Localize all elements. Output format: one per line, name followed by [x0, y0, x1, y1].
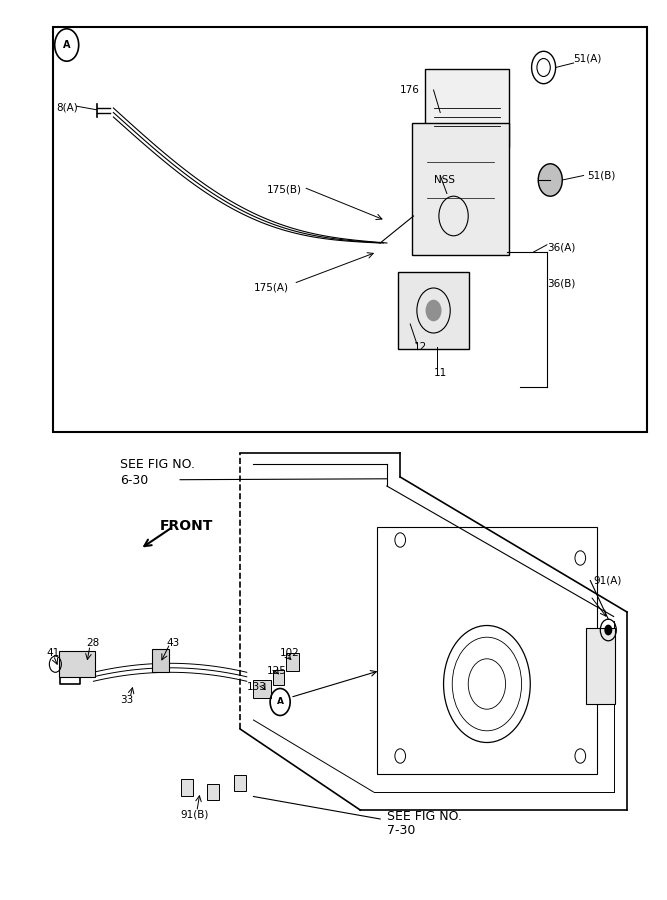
Text: 125: 125 [267, 665, 287, 676]
FancyBboxPatch shape [273, 670, 284, 685]
Text: SEE FIG NO.
7-30: SEE FIG NO. 7-30 [387, 809, 462, 838]
Text: 133: 133 [247, 681, 267, 692]
FancyBboxPatch shape [586, 628, 615, 704]
Text: 12: 12 [414, 341, 427, 352]
Text: 28: 28 [87, 638, 100, 649]
Text: 41: 41 [47, 647, 60, 658]
Text: 91(A): 91(A) [594, 575, 622, 586]
Text: 33: 33 [120, 695, 133, 706]
FancyBboxPatch shape [412, 123, 509, 255]
Text: 51(A): 51(A) [574, 53, 602, 64]
Text: 36(A): 36(A) [547, 242, 576, 253]
Text: FRONT: FRONT [160, 519, 213, 534]
Text: SEE FIG NO.
6-30: SEE FIG NO. 6-30 [120, 458, 195, 487]
Circle shape [426, 300, 442, 321]
Text: NSS: NSS [434, 175, 454, 185]
Text: 91(B): 91(B) [180, 809, 209, 820]
Text: 8(A): 8(A) [57, 103, 79, 113]
FancyBboxPatch shape [181, 779, 193, 796]
Text: 102: 102 [280, 647, 300, 658]
FancyBboxPatch shape [152, 649, 169, 672]
FancyBboxPatch shape [53, 27, 647, 432]
FancyBboxPatch shape [425, 69, 509, 147]
FancyBboxPatch shape [59, 651, 95, 677]
Text: 176: 176 [400, 85, 420, 95]
Text: 43: 43 [167, 638, 180, 649]
Text: 36(B): 36(B) [547, 278, 576, 289]
FancyBboxPatch shape [286, 653, 299, 671]
Text: 175(B): 175(B) [267, 184, 301, 194]
Text: 11: 11 [434, 368, 447, 379]
Text: 51(B): 51(B) [587, 170, 616, 181]
Text: A: A [63, 40, 71, 50]
Circle shape [604, 625, 612, 635]
Text: 175(A): 175(A) [253, 283, 288, 293]
FancyBboxPatch shape [234, 775, 246, 791]
Text: A: A [277, 698, 283, 706]
FancyBboxPatch shape [207, 784, 219, 800]
FancyBboxPatch shape [253, 680, 271, 698]
Wedge shape [538, 164, 562, 196]
FancyBboxPatch shape [398, 272, 469, 349]
